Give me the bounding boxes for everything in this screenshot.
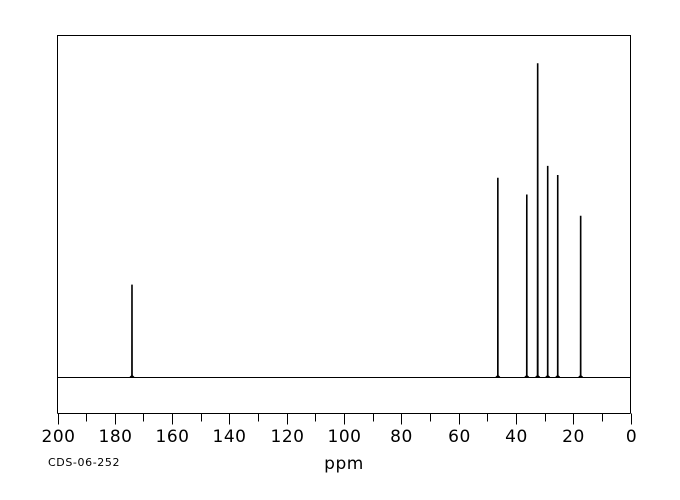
- peak: [497, 177, 499, 378]
- axis-tick-label: 140: [213, 427, 247, 447]
- peak: [546, 165, 549, 378]
- axis-tick-label: 40: [505, 427, 528, 447]
- axis-tick-label: 160: [156, 427, 190, 447]
- axis-tick-label: 60: [448, 427, 471, 447]
- axis-tick-label: 100: [328, 427, 362, 447]
- peak-foot: [129, 375, 135, 378]
- spectrum-caption: CDS-06-252: [48, 456, 120, 469]
- peak: [536, 63, 539, 378]
- axis-tick-label: 180: [99, 427, 133, 447]
- axis-tick-group: [58, 413, 632, 425]
- peak-trace-group: [129, 63, 584, 378]
- axis-tick-label: 120: [271, 427, 305, 447]
- peak-foot: [577, 375, 584, 378]
- axis-tick-label-group: 200 180 160 140 120 100 80 60 40 20 0: [42, 427, 637, 447]
- peak: [579, 215, 582, 378]
- peak-foot: [524, 375, 530, 378]
- peak: [556, 174, 559, 378]
- peak: [525, 194, 528, 378]
- peak-foot: [534, 375, 541, 378]
- axis-tick-label: 20: [562, 427, 585, 447]
- peak-foot: [495, 375, 501, 378]
- peak: [131, 284, 133, 378]
- axis-tick-label: 0: [626, 427, 637, 447]
- peak-foot: [544, 375, 551, 378]
- axis-tick-label: 200: [42, 427, 76, 447]
- axis-title-ppm: ppm: [324, 454, 364, 474]
- axis-tick-label: 80: [390, 427, 413, 447]
- peak-foot: [554, 375, 561, 378]
